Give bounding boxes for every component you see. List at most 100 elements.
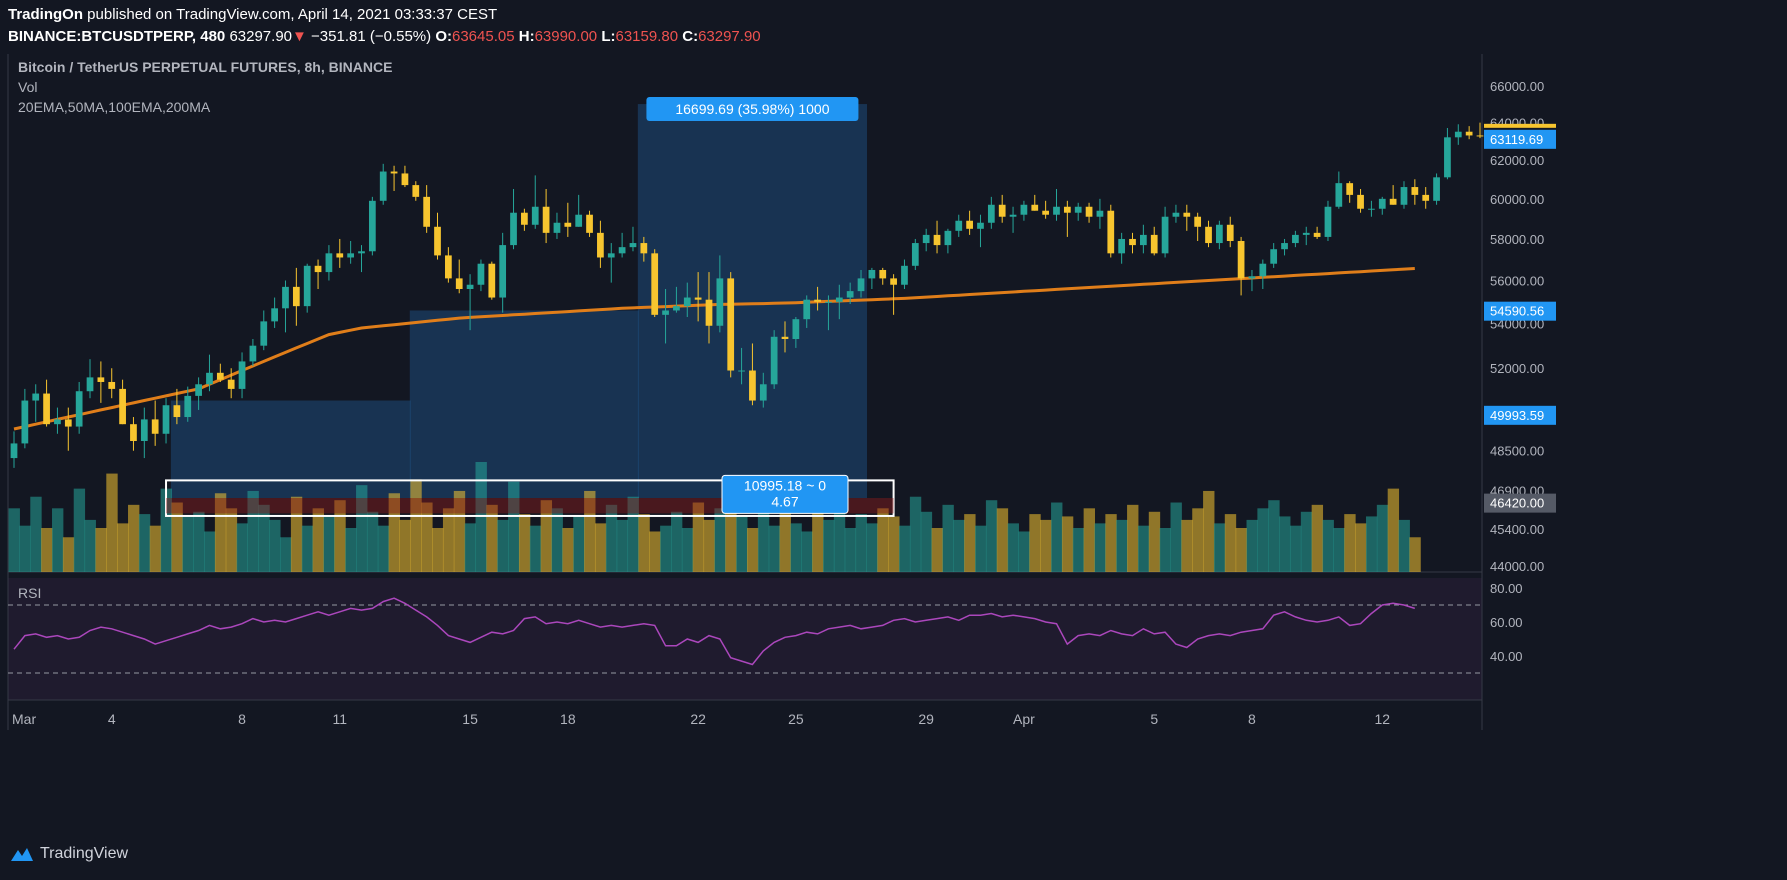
candle[interactable] xyxy=(1053,206,1060,215)
candle[interactable] xyxy=(227,379,235,389)
candle[interactable] xyxy=(770,336,778,385)
candle[interactable] xyxy=(1063,206,1071,213)
candle[interactable] xyxy=(1031,204,1039,211)
publisher-name[interactable]: TradingOn xyxy=(8,6,83,23)
candle[interactable] xyxy=(607,253,615,258)
candle[interactable] xyxy=(206,372,213,385)
candle[interactable] xyxy=(553,222,561,233)
candle[interactable] xyxy=(1357,194,1364,209)
candle[interactable] xyxy=(1465,131,1473,136)
price-tag[interactable] xyxy=(1484,405,1556,425)
candle[interactable] xyxy=(21,400,29,444)
candle[interactable] xyxy=(825,301,832,303)
price-tag[interactable] xyxy=(1484,493,1556,513)
candle[interactable] xyxy=(803,299,811,320)
candle[interactable] xyxy=(32,393,40,401)
candle[interactable] xyxy=(749,370,756,401)
measure-box[interactable] xyxy=(165,479,895,517)
candle[interactable] xyxy=(238,361,246,389)
candle[interactable] xyxy=(379,171,387,201)
candle[interactable] xyxy=(314,265,322,273)
candle[interactable] xyxy=(445,255,452,279)
candle[interactable] xyxy=(1476,135,1484,137)
candle[interactable] xyxy=(542,206,550,233)
candle[interactable] xyxy=(955,220,963,231)
candle[interactable] xyxy=(282,286,289,309)
candle[interactable] xyxy=(75,391,83,427)
candle[interactable] xyxy=(922,234,930,244)
candle[interactable] xyxy=(1433,177,1440,201)
candle[interactable] xyxy=(933,234,941,246)
candle[interactable] xyxy=(1042,210,1049,215)
legend-mas[interactable]: 20EMA,50MA,100EMA,200MA xyxy=(18,99,211,115)
range-label-box[interactable] xyxy=(646,97,859,121)
candle[interactable] xyxy=(1139,234,1147,246)
candle[interactable] xyxy=(64,419,72,427)
candle[interactable] xyxy=(466,284,474,289)
price-range-box[interactable] xyxy=(409,310,639,499)
candle[interactable] xyxy=(738,370,745,372)
candle[interactable] xyxy=(662,310,669,315)
candle[interactable] xyxy=(1400,187,1408,205)
candle[interactable] xyxy=(597,232,604,258)
candle[interactable] xyxy=(521,212,528,225)
candle[interactable] xyxy=(879,269,887,279)
candle[interactable] xyxy=(987,204,995,223)
candle[interactable] xyxy=(694,297,702,300)
candle[interactable] xyxy=(1302,232,1310,235)
candle[interactable] xyxy=(1389,198,1397,205)
candle[interactable] xyxy=(1346,183,1354,195)
candle[interactable] xyxy=(1454,131,1462,138)
candle[interactable] xyxy=(488,263,496,298)
candle[interactable] xyxy=(683,297,691,307)
candle[interactable] xyxy=(1009,214,1017,217)
candle[interactable] xyxy=(260,321,268,346)
candle[interactable] xyxy=(108,381,116,389)
candle[interactable] xyxy=(1161,216,1169,254)
candle[interactable] xyxy=(43,393,50,425)
candle[interactable] xyxy=(162,405,170,434)
candle[interactable] xyxy=(727,278,735,371)
candle[interactable] xyxy=(1237,241,1245,279)
price-range-box[interactable] xyxy=(170,400,411,499)
candle[interactable] xyxy=(86,377,94,392)
candle[interactable] xyxy=(1259,263,1267,277)
candle[interactable] xyxy=(1281,243,1288,250)
tradingview-brand[interactable]: TradingView xyxy=(10,845,128,863)
candle[interactable] xyxy=(1194,216,1202,227)
candle[interactable] xyxy=(1226,224,1234,242)
candle[interactable] xyxy=(358,251,365,254)
candle[interactable] xyxy=(1411,187,1419,195)
candle[interactable] xyxy=(390,171,398,174)
candle[interactable] xyxy=(151,419,159,434)
candle[interactable] xyxy=(1248,276,1256,279)
candle[interactable] xyxy=(401,173,409,186)
candle[interactable] xyxy=(292,286,300,307)
candle[interactable] xyxy=(618,247,626,254)
candle[interactable] xyxy=(651,253,659,315)
candle[interactable] xyxy=(97,377,105,382)
candle[interactable] xyxy=(325,253,333,273)
candle[interactable] xyxy=(977,222,984,229)
candle[interactable] xyxy=(1216,224,1223,244)
candle[interactable] xyxy=(1313,232,1321,237)
candle[interactable] xyxy=(531,206,539,225)
candle[interactable] xyxy=(184,395,192,418)
candle[interactable] xyxy=(814,299,821,302)
candle[interactable] xyxy=(347,253,355,258)
candle[interactable] xyxy=(412,185,420,197)
candle[interactable] xyxy=(140,419,148,442)
candle[interactable] xyxy=(586,214,593,233)
rsi-label[interactable]: RSI xyxy=(18,585,41,601)
candle[interactable] xyxy=(846,291,854,298)
candle[interactable] xyxy=(1378,198,1386,209)
legend-title[interactable]: Bitcoin / TetherUS PERPETUAL FUTURES, 8h… xyxy=(18,59,392,75)
candle[interactable] xyxy=(835,297,843,302)
candle[interactable] xyxy=(944,230,952,246)
legend-volume[interactable]: Vol xyxy=(18,79,37,95)
candle[interactable] xyxy=(1292,234,1299,244)
candle[interactable] xyxy=(575,214,583,227)
candle[interactable] xyxy=(216,372,224,380)
candle[interactable] xyxy=(119,388,126,425)
candle[interactable] xyxy=(640,243,648,254)
